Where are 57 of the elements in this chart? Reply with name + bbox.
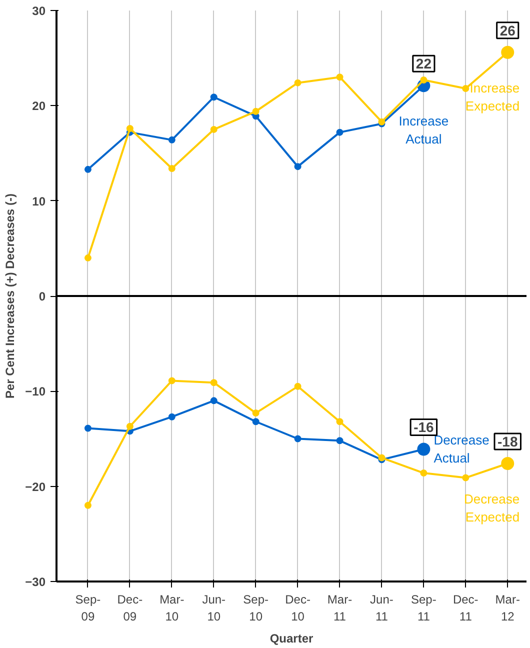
point — [210, 126, 218, 133]
x-tick-label: Jun-11 — [370, 592, 394, 624]
data-label: 22 — [416, 56, 432, 72]
x-tick-label: Mar-10 — [160, 592, 184, 624]
x-tick-label: Sep-09 — [75, 592, 101, 624]
point — [126, 125, 134, 132]
x-tick-label: Mar-12 — [495, 592, 520, 624]
point — [84, 166, 92, 173]
y-tick-label: −20 — [25, 480, 46, 494]
point — [168, 413, 176, 420]
point — [210, 397, 218, 404]
point — [294, 435, 302, 442]
point — [294, 382, 302, 390]
y-tick-label: −30 — [25, 575, 46, 589]
point — [336, 418, 344, 426]
series-label: Decrease Expected — [464, 491, 520, 524]
y-tick-label: 20 — [32, 99, 46, 114]
point — [126, 422, 134, 430]
point — [252, 108, 260, 115]
point — [210, 94, 218, 101]
point — [84, 424, 92, 432]
x-axis-title: Quarter — [270, 631, 314, 646]
y-tick-label: 0 — [38, 290, 46, 304]
x-tick-label: Sep-11 — [411, 592, 436, 624]
x-tick-label: Mar-11 — [327, 592, 352, 624]
point — [294, 163, 302, 170]
point — [210, 379, 218, 386]
x-tick-label: Dec-11 — [452, 592, 478, 624]
y-tick-label: 30 — [32, 4, 46, 18]
y-axis-title: Per Cent Increases (+) Decreases (-) — [3, 193, 18, 399]
point — [294, 79, 302, 86]
point — [420, 76, 428, 84]
point — [84, 502, 92, 509]
point — [420, 470, 428, 477]
point — [462, 474, 470, 482]
point — [336, 437, 344, 444]
data-label: -16 — [414, 419, 434, 436]
series-label: Increase Actual — [398, 114, 449, 147]
data-label: -18 — [498, 433, 518, 450]
point — [168, 164, 176, 172]
point — [168, 377, 176, 384]
x-tick-label: Jun-10 — [202, 592, 226, 624]
series-label: Increase Expected — [465, 80, 520, 114]
point — [462, 85, 470, 92]
point — [168, 136, 176, 144]
x-tick-label: Sep-10 — [243, 592, 269, 624]
x-tick-label: Dec-09 — [117, 592, 143, 624]
point — [252, 418, 260, 426]
y-tick-label: −10 — [25, 384, 46, 399]
point — [252, 410, 260, 417]
point — [336, 74, 344, 81]
data-label: 26 — [500, 22, 516, 38]
x-tick-label: Dec-10 — [285, 592, 310, 624]
point — [336, 128, 344, 136]
point — [84, 254, 92, 262]
series-label: Decrease Actual — [434, 432, 490, 466]
y-tick-label: 10 — [32, 194, 46, 208]
